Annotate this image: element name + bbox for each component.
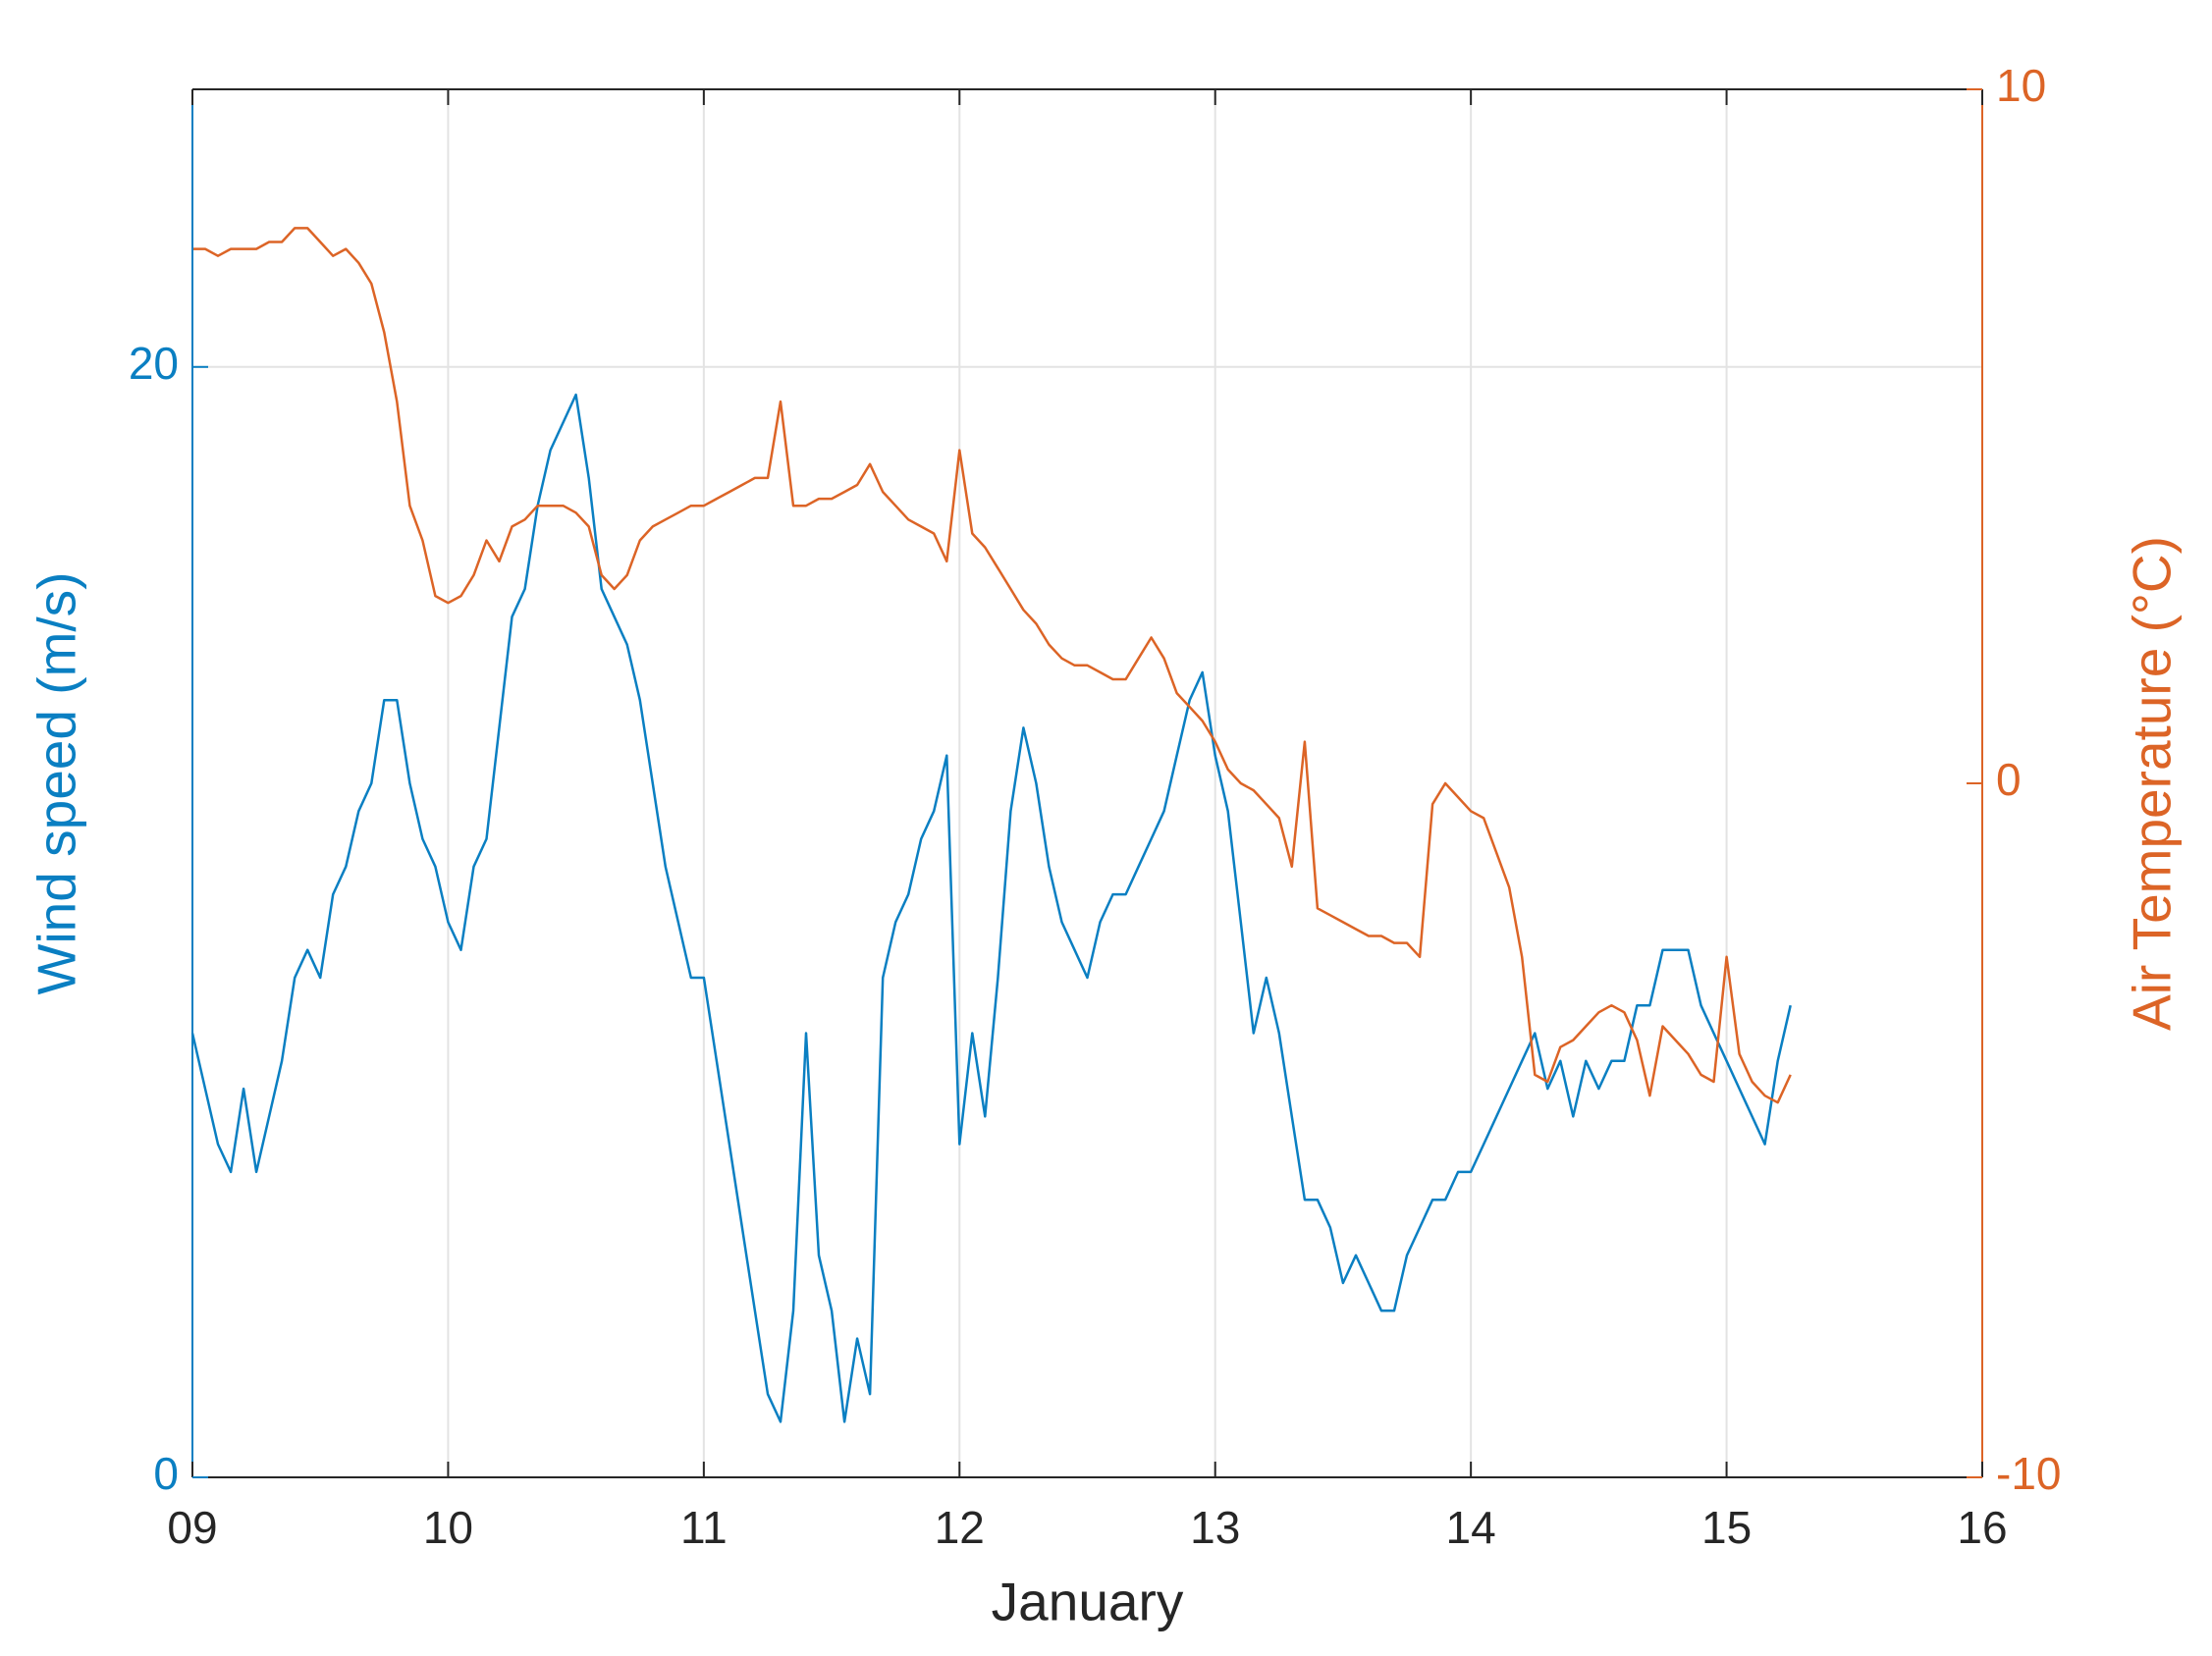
y2-axis-label: Air Temperature (°C)	[2122, 536, 2183, 1031]
y-tick-label: 20	[129, 338, 179, 389]
y2-tick-label: -10	[1996, 1448, 2061, 1499]
x-tick-label: 10	[423, 1502, 473, 1553]
x-tick-label: 14	[1446, 1502, 1496, 1553]
data-line	[190, 393, 1792, 1423]
x-tick-label: 13	[1190, 1502, 1240, 1553]
data-line	[192, 227, 1792, 1104]
y-tick-label: 0	[153, 1448, 179, 1499]
x-tick-label: 09	[167, 1502, 217, 1553]
x-tick-label: 16	[1957, 1502, 2007, 1553]
x-tick-label: 15	[1701, 1502, 1752, 1553]
x-tick-label: 11	[680, 1502, 728, 1553]
y2-tick-label: 0	[1996, 754, 2022, 805]
y-axis-label: Wind speed (m/s)	[27, 572, 87, 995]
y2-tick-label: 10	[1996, 60, 2046, 111]
x-axis-label: January	[992, 1572, 1184, 1632]
x-tick-label: 12	[935, 1502, 985, 1553]
